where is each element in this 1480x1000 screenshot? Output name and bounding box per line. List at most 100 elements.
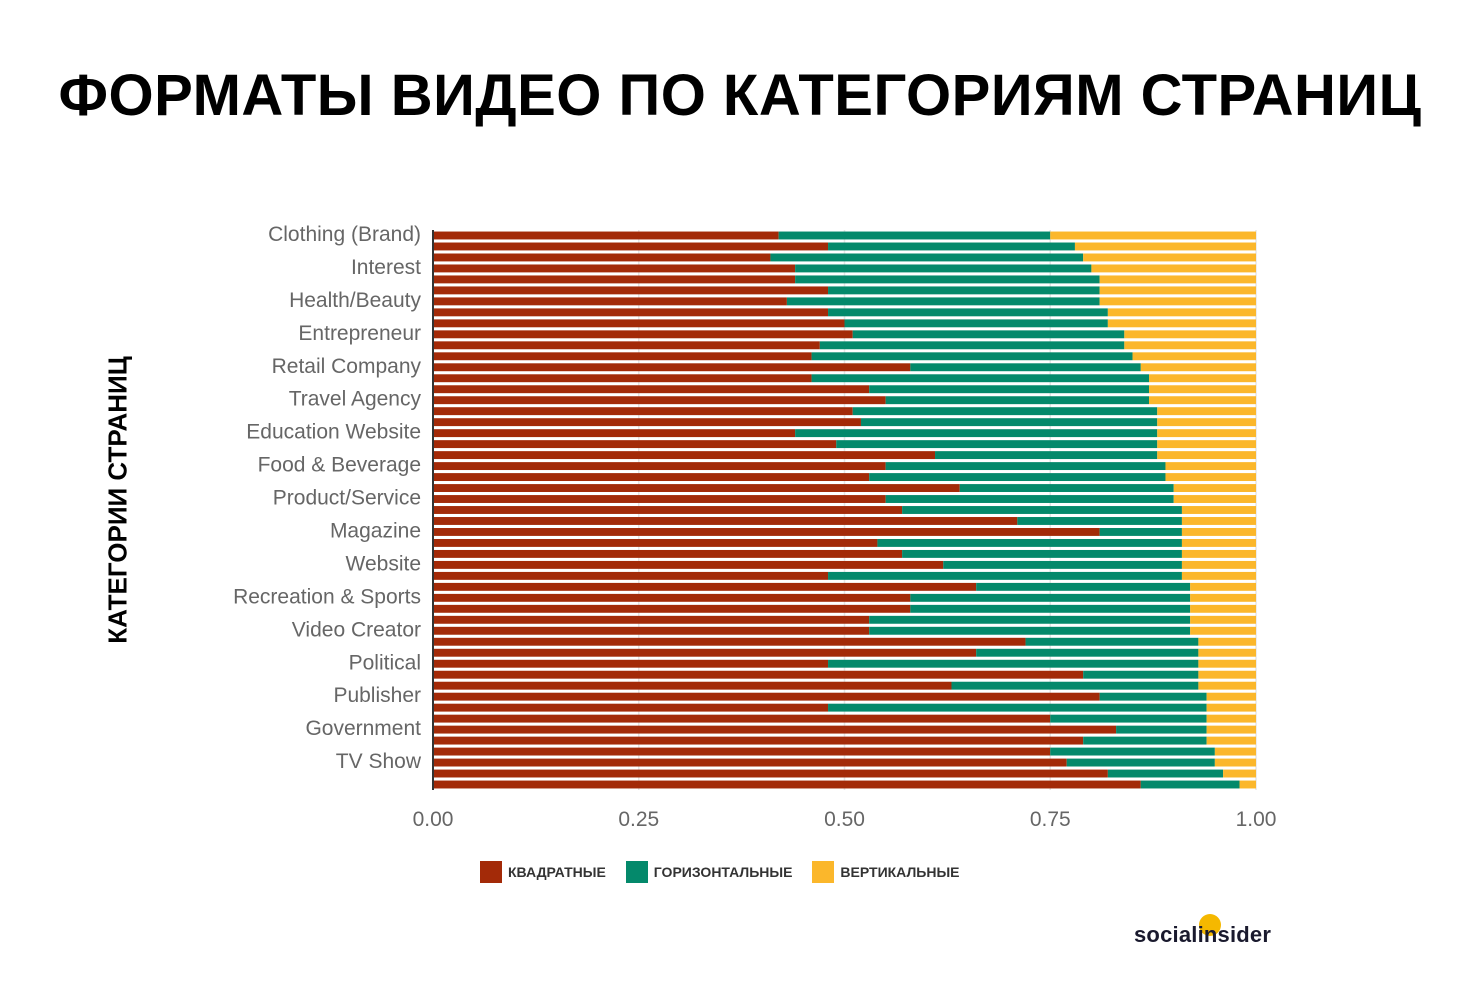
bar-segment: [828, 703, 1207, 712]
bar-segment: [433, 681, 952, 690]
bar-segment: [433, 528, 1100, 536]
bar-segment: [1124, 341, 1256, 350]
bar-segment: [951, 681, 1199, 690]
bar-segment: [1124, 330, 1256, 339]
bar-segment: [976, 648, 1199, 657]
bar-segment: [433, 440, 837, 449]
bar-segment: [433, 242, 829, 251]
bar-segment: [1181, 528, 1256, 536]
bar-segment: [910, 593, 1191, 602]
bar-segment: [902, 549, 1182, 558]
bar-segment: [433, 374, 812, 383]
bar-segment: [433, 330, 853, 339]
bar-segment: [1190, 604, 1256, 613]
bar-segment: [885, 396, 1150, 405]
bar-segment: [778, 231, 1051, 240]
bar-segment: [433, 538, 878, 547]
bar-segment: [1198, 670, 1256, 679]
bars: [433, 231, 1256, 789]
bar-segment: [1165, 473, 1256, 482]
bar-segment: [795, 429, 1158, 438]
bar-segment: [1181, 571, 1256, 580]
bar-segment: [1173, 495, 1256, 503]
bar-segment: [433, 363, 911, 372]
bar-segment: [433, 659, 829, 668]
legend: КВАДРАТНЫЕ ГОРИЗОНТАЛЬНЫЕ ВЕРТИКАЛЬНЫЕ: [480, 860, 960, 884]
bar-segment: [1116, 725, 1207, 734]
bar-segment: [433, 473, 870, 482]
bar-segment: [433, 451, 936, 460]
bar-segment: [433, 231, 779, 240]
bar-segment: [943, 560, 1182, 569]
bar-segment: [433, 308, 829, 317]
bar-segment: [1050, 747, 1215, 756]
bar-segment: [1107, 308, 1256, 317]
bar-segment: [828, 659, 1199, 668]
bar-segment: [1173, 484, 1256, 492]
legend-swatch-square: [480, 861, 502, 883]
x-tick-labels: 0.00 0.25 0.50 0.75 1.00: [413, 808, 1277, 831]
bar-segment: [433, 462, 886, 471]
bar-segment: [1157, 407, 1256, 416]
bar-segment: [1149, 374, 1256, 383]
bar-segment: [828, 571, 1182, 580]
bar-segment: [1099, 275, 1256, 284]
bar-segment: [433, 725, 1117, 734]
bar-segment: [433, 495, 886, 503]
x-tick-label: 0.00: [413, 808, 454, 831]
bar-segment: [1107, 319, 1256, 328]
bar-segment: [433, 582, 977, 591]
bar-segment: [852, 330, 1125, 339]
bar-segment: [795, 275, 1100, 284]
bar-segment: [1181, 560, 1256, 569]
category-label: Retail Company: [272, 355, 422, 378]
bar-segment: [433, 264, 796, 273]
bar-segment: [433, 736, 1084, 745]
bar-segment: [1157, 451, 1256, 460]
bar-segment: [433, 692, 1100, 701]
category-label: Entrepreneur: [298, 322, 421, 345]
bar-segment: [786, 297, 1100, 306]
logo-dot-icon: [1199, 914, 1221, 936]
category-label: Education Website: [246, 421, 421, 444]
category-label: Video Creator: [292, 618, 421, 641]
bar-segment: [828, 308, 1108, 317]
bar-segment: [811, 374, 1150, 383]
bar-segment: [1149, 396, 1256, 405]
bar-segment: [433, 703, 829, 712]
bar-segment: [1190, 593, 1256, 602]
bar-segment: [433, 407, 853, 416]
bar-segment: [433, 429, 796, 438]
legend-item-vertical: ВЕРТИКАЛЬНЫЕ: [812, 861, 960, 883]
category-label: Food & Beverage: [258, 454, 421, 477]
bar-segment: [433, 604, 911, 613]
bar-segment: [433, 670, 1084, 679]
bar-segment: [1132, 352, 1256, 361]
bar-segment: [433, 385, 870, 394]
page-title: ФОРМАТЫ ВИДЕО ПО КАТЕГОРИЯМ СТРАНИЦ: [58, 63, 1422, 128]
bar-segment: [885, 495, 1174, 503]
bar-segment: [1157, 418, 1256, 427]
legend-item-horizontal: ГОРИЗОНТАЛЬНЫЕ: [625, 861, 793, 883]
bar-segment: [1017, 517, 1182, 525]
legend-label-horizontal: ГОРИЗОНТАЛЬНЫЕ: [653, 864, 793, 880]
bar-segment: [811, 352, 1133, 361]
category-label: TV Show: [336, 750, 422, 773]
bar-segment: [433, 506, 903, 514]
bar-segment: [433, 769, 1108, 778]
bar-segment: [795, 264, 1092, 273]
bar-segment: [1190, 615, 1256, 624]
bar-segment: [902, 506, 1182, 514]
category-label: Magazine: [330, 520, 421, 543]
bar-segment: [433, 286, 829, 295]
bar-segment: [433, 571, 829, 580]
bar-segment: [1140, 780, 1240, 789]
bar-segment: [976, 582, 1191, 591]
bar-segment: [1206, 714, 1256, 723]
bar-segment: [433, 484, 960, 492]
bar-segment: [1206, 692, 1256, 701]
bar-segment: [1198, 659, 1256, 668]
category-labels: Clothing (Brand) Interest Health/Beauty Ent…: [233, 223, 422, 773]
bar-segment: [869, 626, 1191, 635]
bar-segment: [828, 242, 1075, 251]
